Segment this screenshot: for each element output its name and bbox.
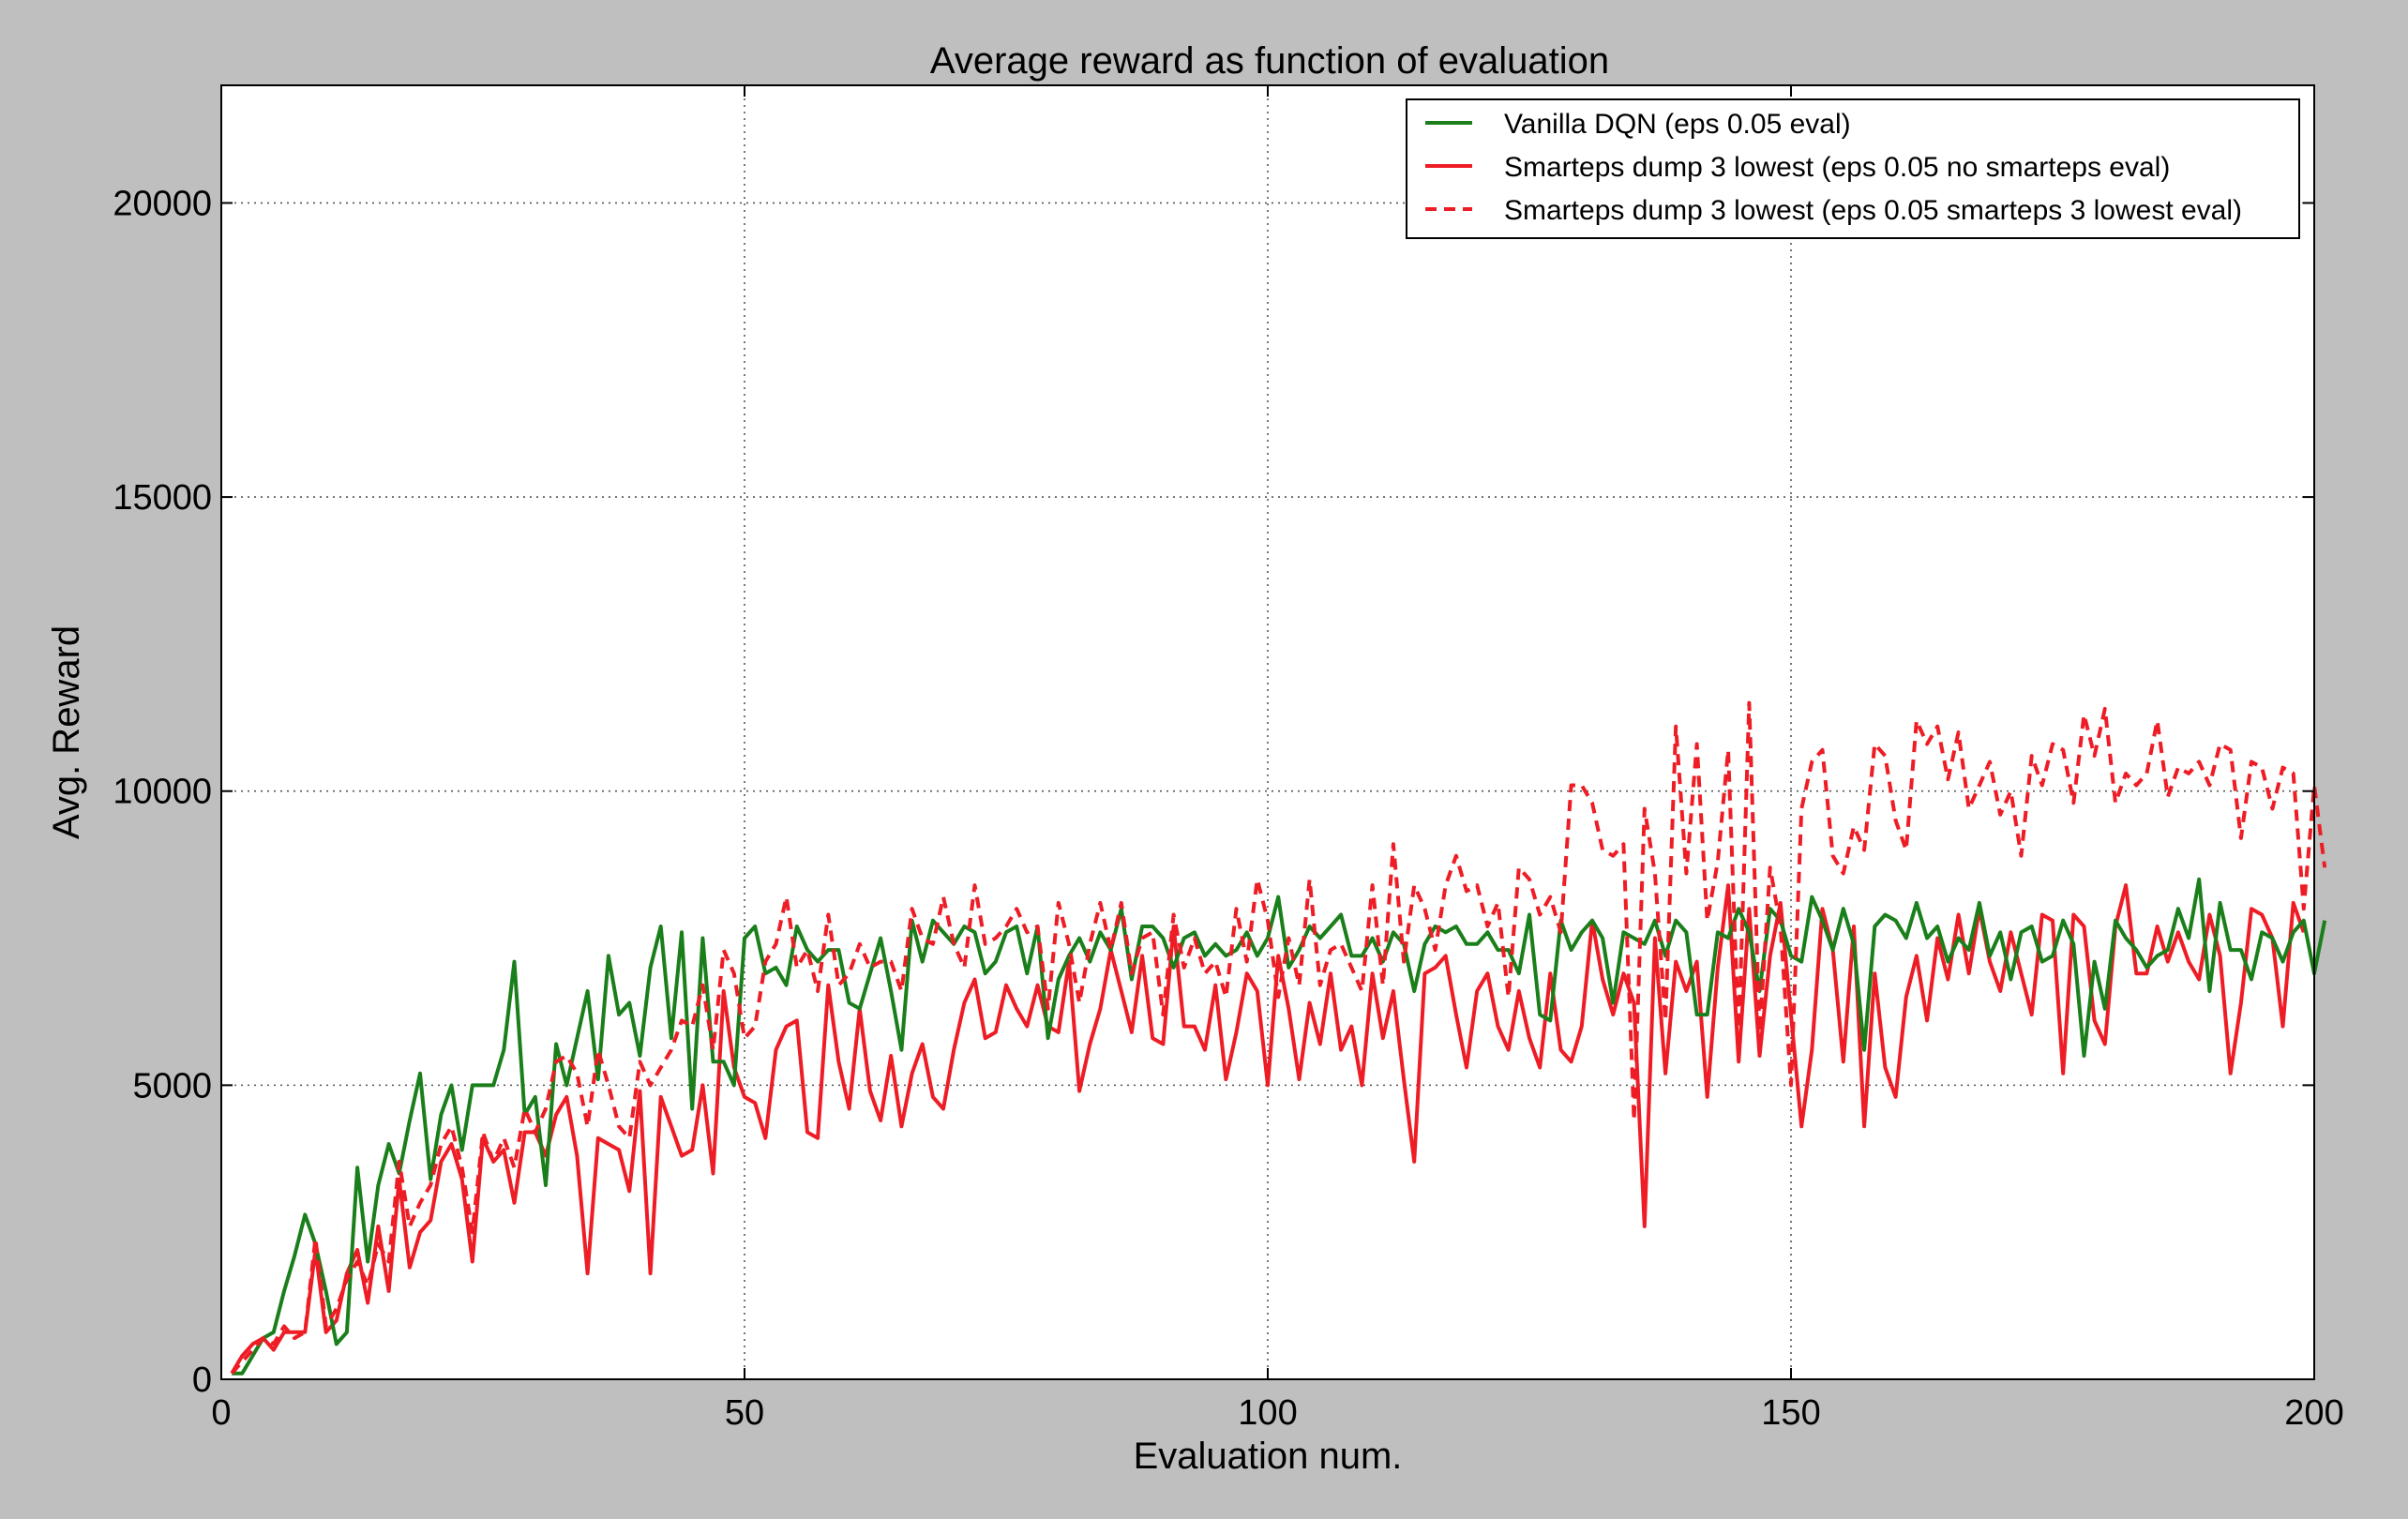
series-line-1 [232,877,2327,1376]
y-tick-label: 20000 [113,184,212,223]
y-tick-label: 15000 [113,478,212,518]
legend-label: Smarteps dump 3 lowest (eps 0.05 no smar… [1504,152,2170,183]
series-line-3 [230,700,2327,1376]
legend-box [1406,98,2300,239]
y-axis-title: Avg. Reward [46,625,87,839]
legend-label: Vanilla DQN (eps 0.05 eval) [1504,109,1851,140]
legend-label: Smarteps dump 3 lowest (eps 0.05 smartep… [1504,195,2242,226]
series-line-2 [230,883,2306,1375]
plot-background [221,85,2314,1379]
x-axis-title: Evaluation num. [1134,1436,1403,1477]
x-tick-label: 50 [725,1393,764,1433]
y-tick-label: 10000 [113,773,212,812]
chart-title: Average reward as function of evaluation [930,40,1609,82]
plot-area: 0 50 100 150 200 0 5000 10000 15000 20000 [113,84,2344,1433]
x-tick-label: 0 [211,1393,231,1433]
x-tick-label: 150 [1761,1393,1820,1433]
y-tick-label: 5000 [132,1066,212,1105]
series-layer [230,700,2327,1376]
grid [221,85,2314,1379]
y-tick-label: 0 [192,1361,212,1400]
x-tick-label: 200 [2284,1393,2343,1433]
legend: Vanilla DQN (eps 0.05 eval) Smarteps dump… [1406,98,2300,239]
x-tick-label: 100 [1238,1393,1297,1433]
ticks: 0 50 100 150 200 0 5000 10000 15000 20000 [113,85,2344,1433]
